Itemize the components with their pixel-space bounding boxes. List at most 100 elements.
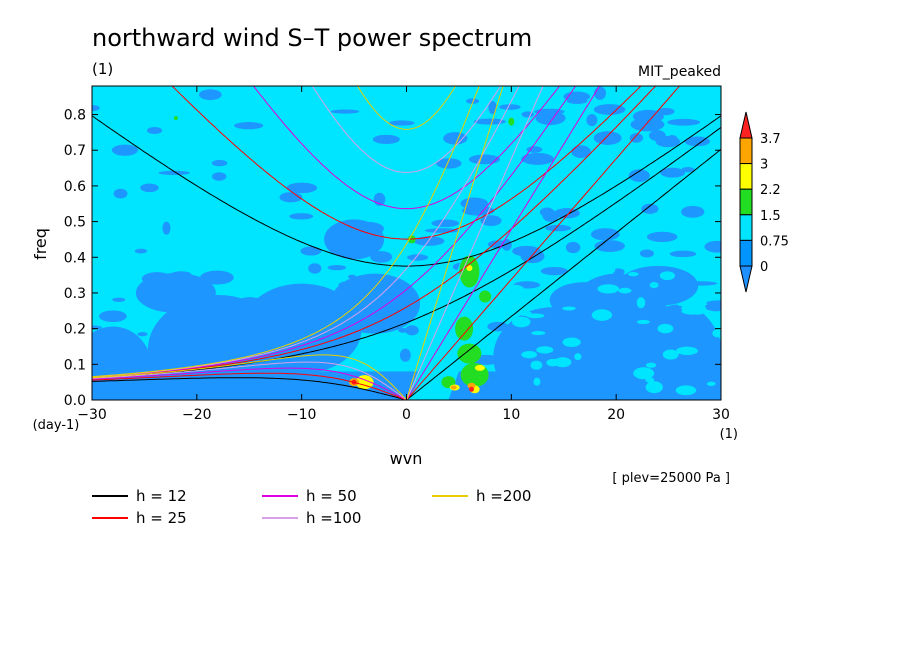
colorbar-max-triangle (739, 111, 753, 139)
low-power-patch (279, 192, 303, 203)
low-power-patch (206, 351, 227, 361)
low-power-patch (468, 154, 501, 165)
y-tick-label: 0.5 (64, 215, 86, 231)
low-power-patch (443, 132, 468, 145)
y-tick-label: 0.6 (64, 179, 86, 195)
dispersion-curve-h50 (252, 86, 561, 210)
colorbar-label: 1.5 (760, 209, 781, 224)
spectral-peak-green (459, 255, 480, 288)
low-power-patch (641, 203, 659, 214)
low-power-patch (460, 197, 489, 210)
footnote: [ plev=25000 Pa ] (612, 471, 730, 486)
mid-power-patch (574, 353, 582, 361)
y-tick-label: 0.8 (64, 108, 86, 124)
mid-power-patch (712, 329, 721, 338)
dispersion-curve-h25 (406, 86, 681, 400)
low-power-patch (112, 297, 126, 302)
spectral-peak-green (457, 343, 482, 364)
spectral-peak-green (460, 363, 489, 388)
spectral-peak-yellow (466, 264, 473, 271)
low-power-patch (399, 348, 411, 362)
dispersion-curve-h25 (92, 86, 657, 378)
y-unit-label: (day-1) (33, 418, 80, 433)
low-power-patch (431, 219, 460, 228)
low-power-patch (590, 228, 620, 241)
low-power-patch (499, 104, 521, 110)
mid-power-patch (504, 284, 525, 295)
low-power-patch (330, 109, 360, 114)
spectral-peak-red (468, 386, 474, 392)
low-power-patch (308, 263, 322, 274)
colorbar-segment (739, 188, 753, 216)
mid-power-patch (645, 362, 657, 368)
y-tick-label: 0.0 (64, 393, 86, 409)
low-power-patch (372, 134, 400, 144)
low-power-patch (646, 231, 678, 243)
legend-label-h25: h = 25 (136, 509, 187, 527)
y-tick-label: 0.1 (64, 357, 86, 373)
low-power-patch (545, 224, 572, 232)
low-power-patch (111, 144, 139, 156)
legend-label-h12: h = 12 (136, 487, 187, 505)
low-power-patch (487, 240, 510, 249)
low-power-patch (234, 122, 264, 130)
low-power-patch (140, 183, 159, 193)
low-power-patch (141, 272, 173, 286)
low-power-patch (704, 302, 721, 312)
x-tick-label: −30 (77, 407, 107, 423)
x-tick-label: −20 (182, 407, 212, 423)
low-power-patch (539, 314, 551, 329)
mid-power-patch (562, 306, 576, 311)
dispersion-curve-h200 (92, 86, 480, 378)
mid-power-patch (689, 303, 707, 315)
low-power-patch (526, 146, 543, 153)
y-axis-label: freq (31, 228, 50, 260)
mid-power-patch (649, 281, 659, 289)
low-power-patch (327, 265, 347, 271)
x-tick-label: 30 (712, 407, 730, 423)
low-power-patch (624, 348, 653, 356)
colorbar-segment (739, 214, 753, 241)
spectral-peak-green (479, 290, 492, 303)
dispersion-curve-h100 (92, 361, 407, 400)
spectral-peak-orange (450, 385, 457, 390)
colorbar-label: 2.2 (760, 183, 781, 198)
low-power-patch (612, 268, 625, 276)
dispersion-curve-h12 (92, 377, 407, 400)
low-power-patch (345, 332, 360, 346)
mid-power-patch (659, 271, 675, 281)
colorbar: 3.7 3 2.2 1.5 0.75 0 (739, 111, 789, 293)
low-power-patch (571, 145, 591, 158)
low-power-patch (520, 249, 545, 264)
dispersion-curve-h100 (311, 86, 502, 173)
x-tick-label: 0 (402, 407, 411, 423)
legend-label-h100: h =100 (306, 509, 361, 527)
x-axis-label: wvn (390, 449, 423, 468)
colorbar-label: 3.7 (760, 132, 781, 147)
low-power-patch (669, 250, 697, 258)
mid-power-patch (536, 346, 554, 354)
low-power-patch (639, 249, 654, 258)
mid-power-patch (675, 385, 697, 396)
mid-power-patch (553, 357, 572, 368)
colorbar-label: 3 (760, 158, 768, 173)
mid-power-patch (676, 346, 698, 356)
low-power-patch (535, 111, 566, 126)
dispersion-curve-h25 (171, 86, 642, 240)
low-power-patch (286, 182, 318, 194)
low-power-patch (147, 126, 163, 134)
mid-power-patch (518, 310, 532, 317)
mid-power-patch (562, 337, 581, 347)
low-power-patch (436, 158, 462, 169)
mid-power-patch (597, 284, 620, 294)
low-power-patch (593, 104, 626, 115)
mid-power-patch (636, 297, 646, 309)
low-power-patch (683, 281, 718, 286)
legend-label-h50: h = 50 (306, 487, 357, 505)
x-axis: −30 −20 −10 0 10 20 30 (77, 86, 730, 423)
y-tick-label: 0.2 (64, 322, 86, 338)
low-power-patch (407, 254, 429, 261)
low-power-patch (539, 207, 555, 217)
low-power-patch (398, 327, 408, 333)
low-power-patch (522, 157, 546, 163)
